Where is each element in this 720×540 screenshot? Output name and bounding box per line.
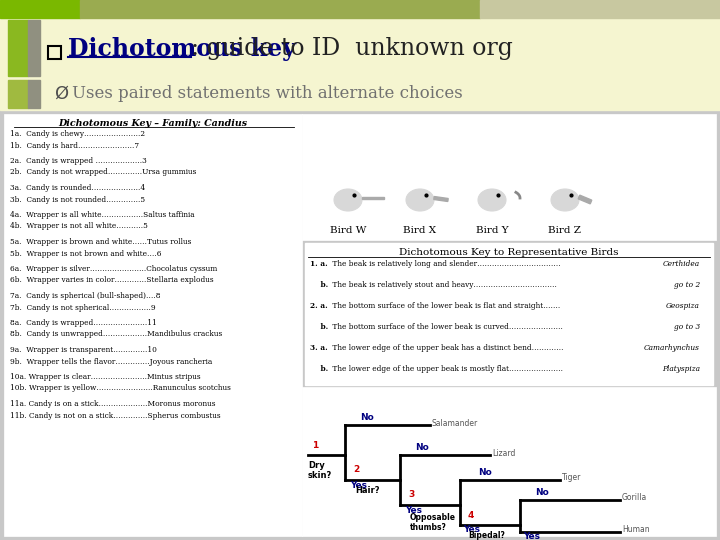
Bar: [48, 46, 61, 59]
Bar: [28, 80, 40, 108]
Text: No: No: [535, 488, 549, 497]
Text: Bipedal?: Bipedal?: [468, 531, 505, 540]
Text: 8b.  Candy is unwrapped………………Mandibulus crackus: 8b. Candy is unwrapped………………Mandibulus c…: [10, 330, 222, 339]
Text: go to 2: go to 2: [674, 281, 700, 289]
Text: 4a.  Wrapper is all white……………..Saltus taffinia: 4a. Wrapper is all white……………..Saltus ta…: [10, 211, 194, 219]
Text: Human: Human: [622, 525, 649, 535]
Text: Camarhynchus: Camarhynchus: [644, 344, 700, 352]
Text: 2. a.: 2. a.: [310, 302, 328, 310]
Ellipse shape: [478, 189, 506, 211]
Text: 2b.  Candy is not wrapped…………..Ursa gummius: 2b. Candy is not wrapped…………..Ursa gummi…: [10, 168, 197, 177]
Text: 6a.  Wrapper is silver…………………..Chocolatus cyssum: 6a. Wrapper is silver…………………..Chocolatus…: [10, 265, 217, 273]
Text: 3: 3: [408, 490, 414, 499]
Text: : guide to ID  unknown org: : guide to ID unknown org: [191, 37, 513, 60]
Text: The beak is relatively stout and heavy…………………………….: The beak is relatively stout and heavy………: [330, 281, 557, 289]
Text: 2: 2: [353, 465, 359, 474]
Bar: [480, 0, 720, 18]
Bar: [4, 114, 302, 536]
Text: Platyspiza: Platyspiza: [662, 365, 700, 373]
Text: Opposable
thumbs?: Opposable thumbs?: [410, 513, 456, 532]
Text: 11a. Candy is on a stick………………..Moronus moronus: 11a. Candy is on a stick………………..Moronus …: [10, 400, 215, 408]
Text: The bottom surface of the lower beak is curved………………….: The bottom surface of the lower beak is …: [330, 323, 563, 331]
Text: 1a.  Candy is chewy…………………..2: 1a. Candy is chewy…………………..2: [10, 130, 145, 138]
Text: 1. a.: 1. a.: [310, 260, 328, 268]
Text: 3b.  Candy is not rounded…………..5: 3b. Candy is not rounded…………..5: [10, 195, 145, 204]
Bar: [8, 80, 28, 108]
Text: Hair?: Hair?: [355, 486, 379, 495]
Text: 6b.  Wrapper varies in color………….Stellaria explodus: 6b. Wrapper varies in color………….Stellari…: [10, 276, 214, 285]
Text: 8a.  Candy is wrapped………………….11: 8a. Candy is wrapped………………….11: [10, 319, 157, 327]
Text: 4: 4: [468, 511, 474, 520]
Text: Dichotomous key: Dichotomous key: [68, 37, 296, 61]
Text: 7a.  Candy is spherical (bull-shaped)….8: 7a. Candy is spherical (bull-shaped)….8: [10, 292, 161, 300]
Text: No: No: [415, 443, 428, 452]
Text: No: No: [360, 413, 374, 422]
Text: Certhidea: Certhidea: [663, 260, 700, 268]
Text: Lizard: Lizard: [492, 449, 516, 457]
Text: 4b.  Wrapper is not all white………..5: 4b. Wrapper is not all white………..5: [10, 222, 148, 231]
Bar: [0, 110, 720, 540]
Text: 2a.  Candy is wrapped ……………….3: 2a. Candy is wrapped ……………….3: [10, 157, 147, 165]
Text: Gorilla: Gorilla: [622, 494, 647, 503]
Text: Salamander: Salamander: [432, 418, 478, 428]
Text: b.: b.: [310, 365, 328, 373]
Text: 3a.  Candy is rounded………………..4: 3a. Candy is rounded………………..4: [10, 184, 145, 192]
Bar: [0, 78, 720, 110]
Text: Geospiza: Geospiza: [666, 302, 700, 310]
Text: The lower edge of the upper beak has a distinct bend………….: The lower edge of the upper beak has a d…: [330, 344, 564, 352]
Bar: [305, 243, 713, 385]
Text: 9b.  Wrapper tells the flavor…………..Joyous rancheria: 9b. Wrapper tells the flavor…………..Joyous…: [10, 357, 212, 366]
Text: 1b.  Candy is hard…………………..7: 1b. Candy is hard…………………..7: [10, 141, 139, 150]
Text: Yes: Yes: [350, 481, 367, 490]
Text: b.: b.: [310, 323, 328, 331]
Text: Yes: Yes: [523, 532, 540, 540]
Text: Bird Y: Bird Y: [476, 226, 508, 235]
Text: 1: 1: [312, 441, 318, 450]
Text: 10b. Wrapper is yellow…………………..Ranunculus scotchus: 10b. Wrapper is yellow…………………..Ranunculu…: [10, 384, 231, 393]
Text: 5b.  Wrapper is not brown and white….6: 5b. Wrapper is not brown and white….6: [10, 249, 161, 258]
Text: 7b.  Candy is not spherical……………..9: 7b. Candy is not spherical……………..9: [10, 303, 156, 312]
Text: b.: b.: [310, 281, 328, 289]
Ellipse shape: [406, 189, 434, 211]
Text: Bird W: Bird W: [330, 226, 366, 235]
Bar: [302, 114, 716, 240]
Text: The beak is relatively long and slender…………………………….: The beak is relatively long and slender……: [330, 260, 561, 268]
Bar: [0, 0, 80, 18]
Text: Dry
skin?: Dry skin?: [308, 461, 332, 481]
Text: 11b. Candy is not on a stick…………..Spherus combustus: 11b. Candy is not on a stick…………..Spheru…: [10, 411, 220, 420]
Text: Uses paired statements with alternate choices: Uses paired statements with alternate ch…: [72, 85, 463, 103]
FancyArrow shape: [578, 195, 592, 204]
Text: 10a. Wrapper is clear…………………..Mintus stripus: 10a. Wrapper is clear…………………..Mintus str…: [10, 373, 201, 381]
FancyArrow shape: [433, 197, 449, 201]
Text: 3. a.: 3. a.: [310, 344, 328, 352]
Text: 5a.  Wrapper is brown and white……Tutus rollus: 5a. Wrapper is brown and white……Tutus ro…: [10, 238, 192, 246]
Bar: [8, 20, 28, 76]
Text: The lower edge of the upper beak is mostly flat………………….: The lower edge of the upper beak is most…: [330, 365, 563, 373]
Text: go to 3: go to 3: [674, 323, 700, 331]
Text: Bird Z: Bird Z: [549, 226, 582, 235]
Text: Yes: Yes: [463, 525, 480, 534]
Text: Ø: Ø: [54, 85, 68, 103]
Bar: [28, 20, 40, 76]
Bar: [302, 387, 716, 536]
Text: 9a.  Wrapper is transparent…………..10: 9a. Wrapper is transparent…………..10: [10, 346, 157, 354]
Bar: [0, 18, 720, 78]
Ellipse shape: [551, 189, 579, 211]
Text: Bird X: Bird X: [403, 226, 436, 235]
Text: Dichotomous Key – Family: Candius: Dichotomous Key – Family: Candius: [58, 119, 248, 128]
Text: The bottom surface of the lower beak is flat and straight…….: The bottom surface of the lower beak is …: [330, 302, 560, 310]
Text: No: No: [478, 468, 492, 477]
Bar: [80, 0, 480, 18]
Text: Dichotomous Key to Representative Birds: Dichotomous Key to Representative Birds: [400, 248, 618, 257]
Ellipse shape: [334, 189, 362, 211]
FancyArrow shape: [362, 197, 384, 199]
Text: Yes: Yes: [405, 506, 422, 515]
Text: Tiger: Tiger: [562, 474, 581, 483]
